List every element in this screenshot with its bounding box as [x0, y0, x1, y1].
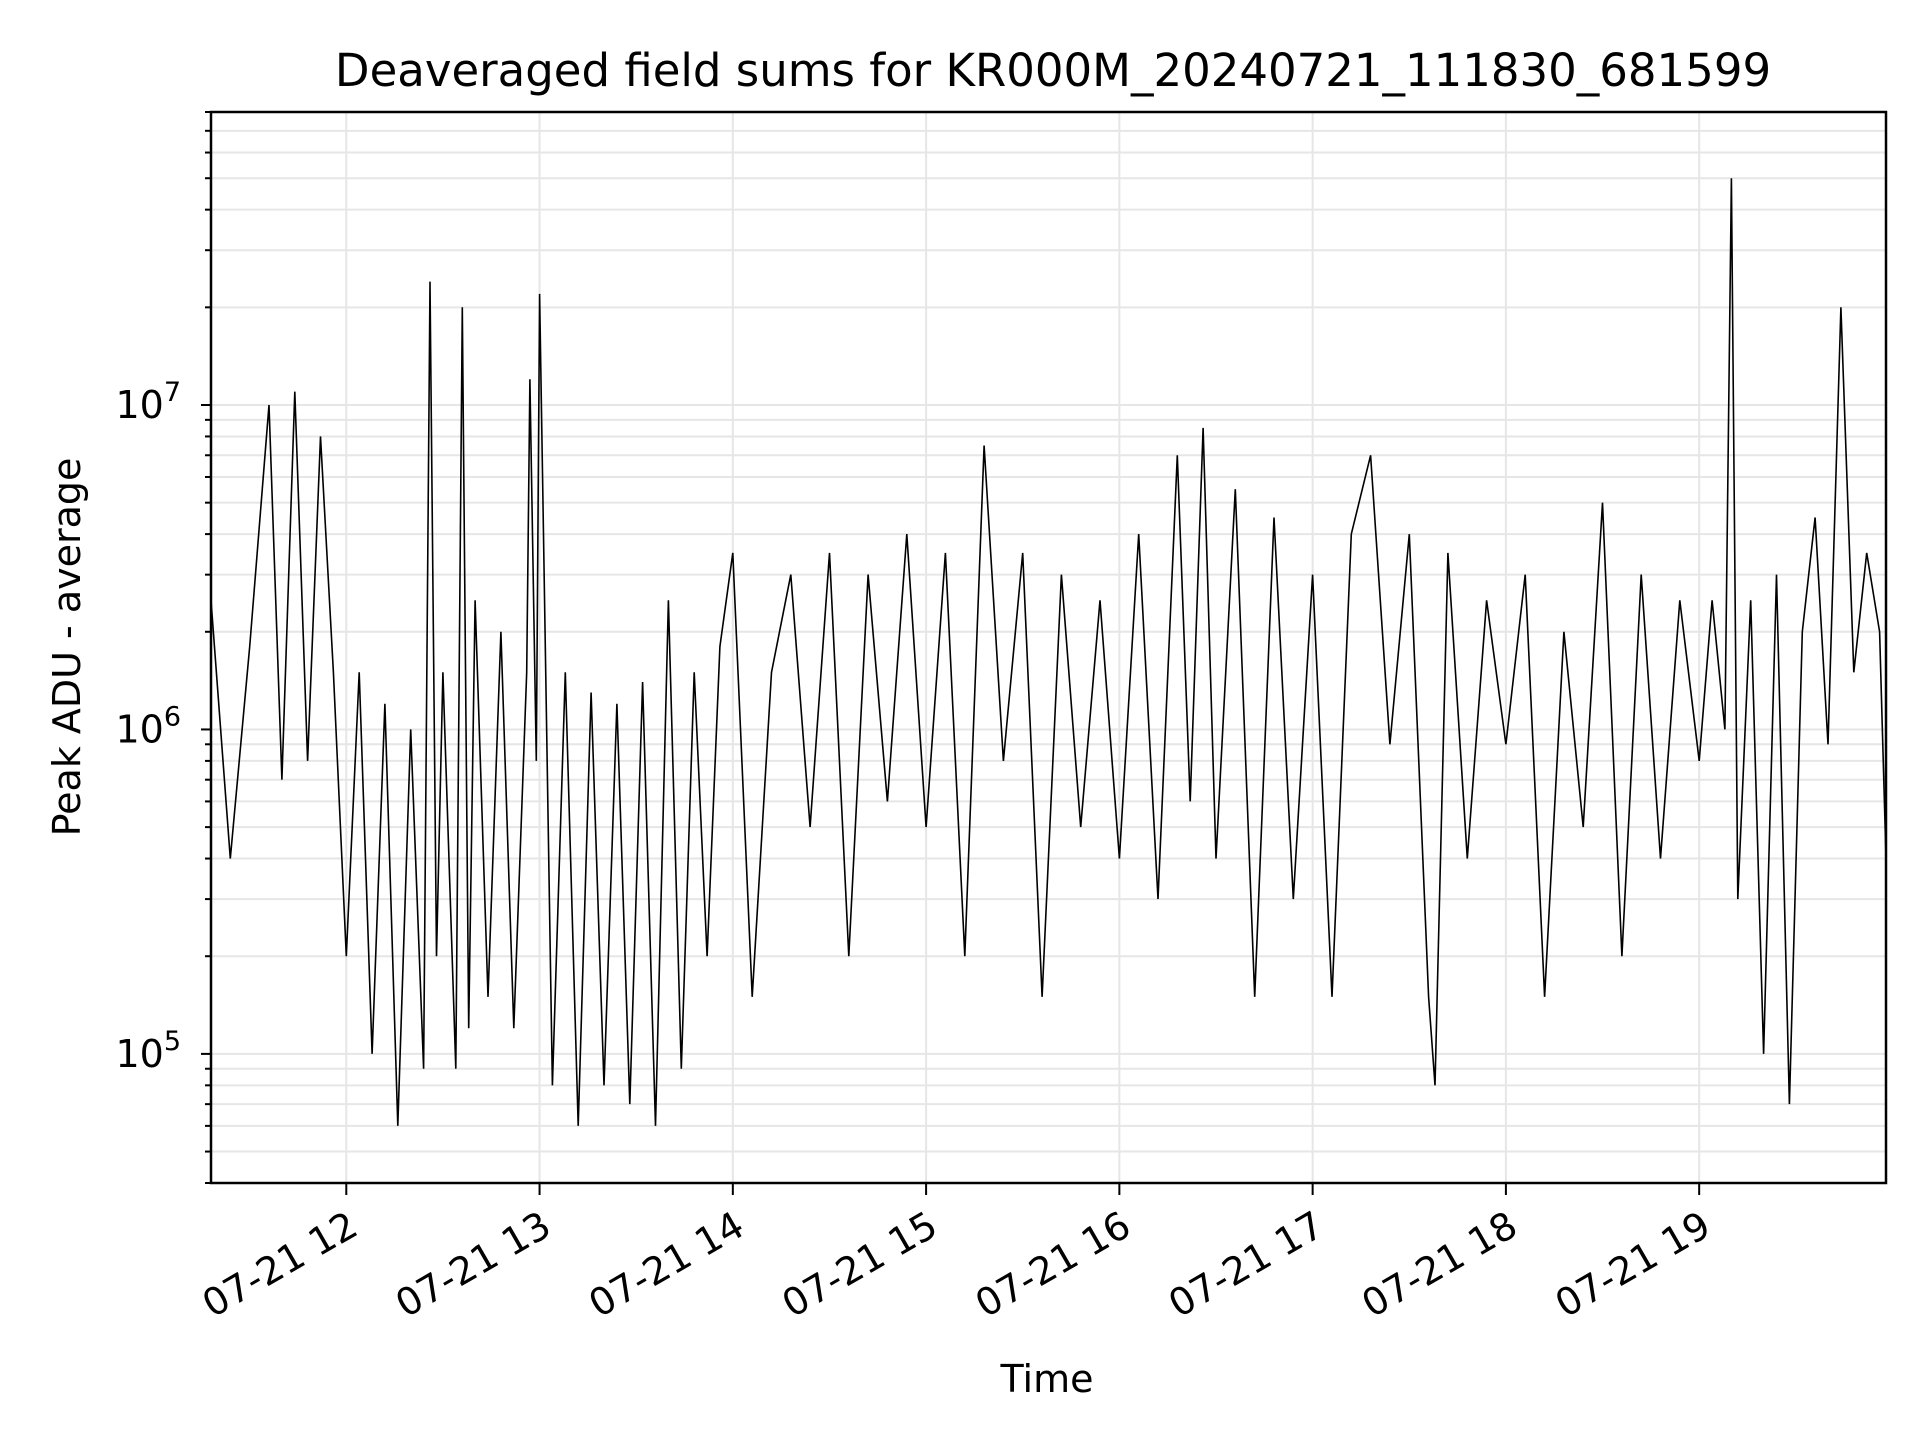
y-axis-label: Peak ADU - average [45, 458, 89, 837]
y-tick-label: 105 [115, 1026, 181, 1076]
plot-series [210, 178, 1887, 1126]
chart-title: Deaveraged field sums for KR000M_2024072… [335, 44, 1771, 97]
y-axis-ticks: 105 106 107 [115, 111, 211, 1184]
plot-frame [209, 110, 1888, 1185]
x-axis-label: Time [1000, 1357, 1094, 1401]
y-tick-label: 107 [115, 377, 181, 427]
series-line [210, 178, 1887, 1126]
y-tick-label: 106 [115, 701, 181, 751]
grid-lines [211, 111, 1886, 1184]
